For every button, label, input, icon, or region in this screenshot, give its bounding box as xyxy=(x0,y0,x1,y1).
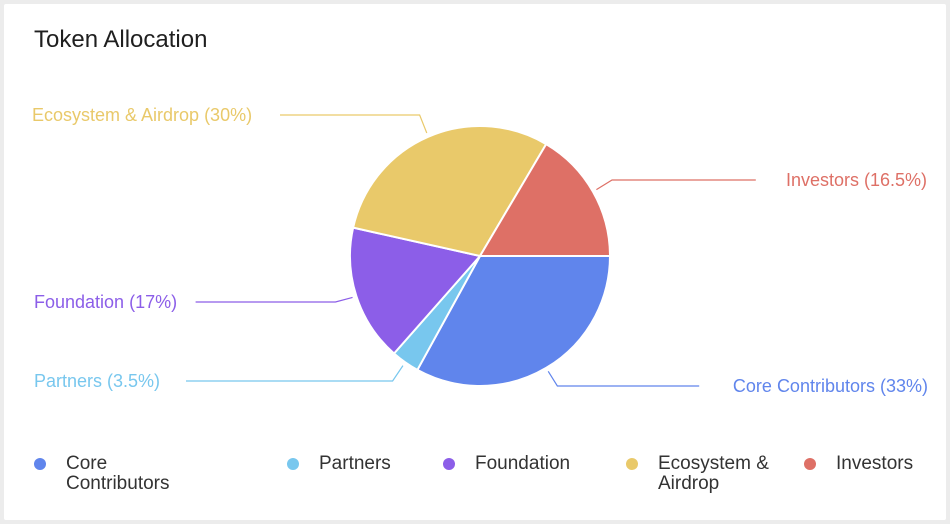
chart-legend: Core Contributors Partners Foundation Ec… xyxy=(34,454,934,514)
pie-slice-foundation[interactable] xyxy=(349,226,481,355)
pie-slice-ecosystem-airdrop[interactable] xyxy=(352,125,548,257)
callout-line-ecosystem-airdrop xyxy=(280,114,428,134)
callout-line-investors xyxy=(596,179,756,191)
callout-label-ecosystem-airdrop: Ecosystem & Airdrop (30%) xyxy=(32,105,252,125)
callout-label-partners: Partners (3.5%) xyxy=(34,371,160,391)
callout-label-core-contributors: Core Contributors (33%) xyxy=(733,376,928,396)
legend-item-foundation[interactable]: Foundation xyxy=(443,454,605,474)
legend-dot-icon xyxy=(34,458,46,470)
legend-item-investors[interactable]: Investors xyxy=(804,454,936,474)
legend-dot-icon xyxy=(626,458,638,470)
legend-label: Ecosystem & Airdrop xyxy=(658,453,769,494)
legend-item-partners[interactable]: Partners xyxy=(287,454,449,474)
legend-dot-icon xyxy=(443,458,455,470)
callout-line-partners xyxy=(186,365,404,382)
pie-slice-core-contributors[interactable] xyxy=(416,255,611,387)
callout-line-core-contributors xyxy=(547,371,700,387)
legend-dot-icon xyxy=(804,458,816,470)
legend-label: Foundation xyxy=(475,453,571,474)
legend-item-core-contributors[interactable]: Core Contributors xyxy=(34,454,196,494)
callout-line-foundation xyxy=(195,296,353,303)
legend-item-ecosystem-airdrop[interactable]: Ecosystem & Airdrop xyxy=(626,454,793,494)
legend-dot-icon xyxy=(287,458,299,470)
callout-label-foundation: Foundation (17%) xyxy=(34,292,177,312)
pie-slice-investors[interactable] xyxy=(479,143,611,257)
legend-label: Partners xyxy=(319,453,391,474)
chart-title: Token Allocation xyxy=(34,26,208,53)
legend-label: Investors xyxy=(836,453,914,474)
callout-label-investors: Investors (16.5%) xyxy=(786,170,927,190)
legend-label: Core Contributors xyxy=(66,453,170,494)
